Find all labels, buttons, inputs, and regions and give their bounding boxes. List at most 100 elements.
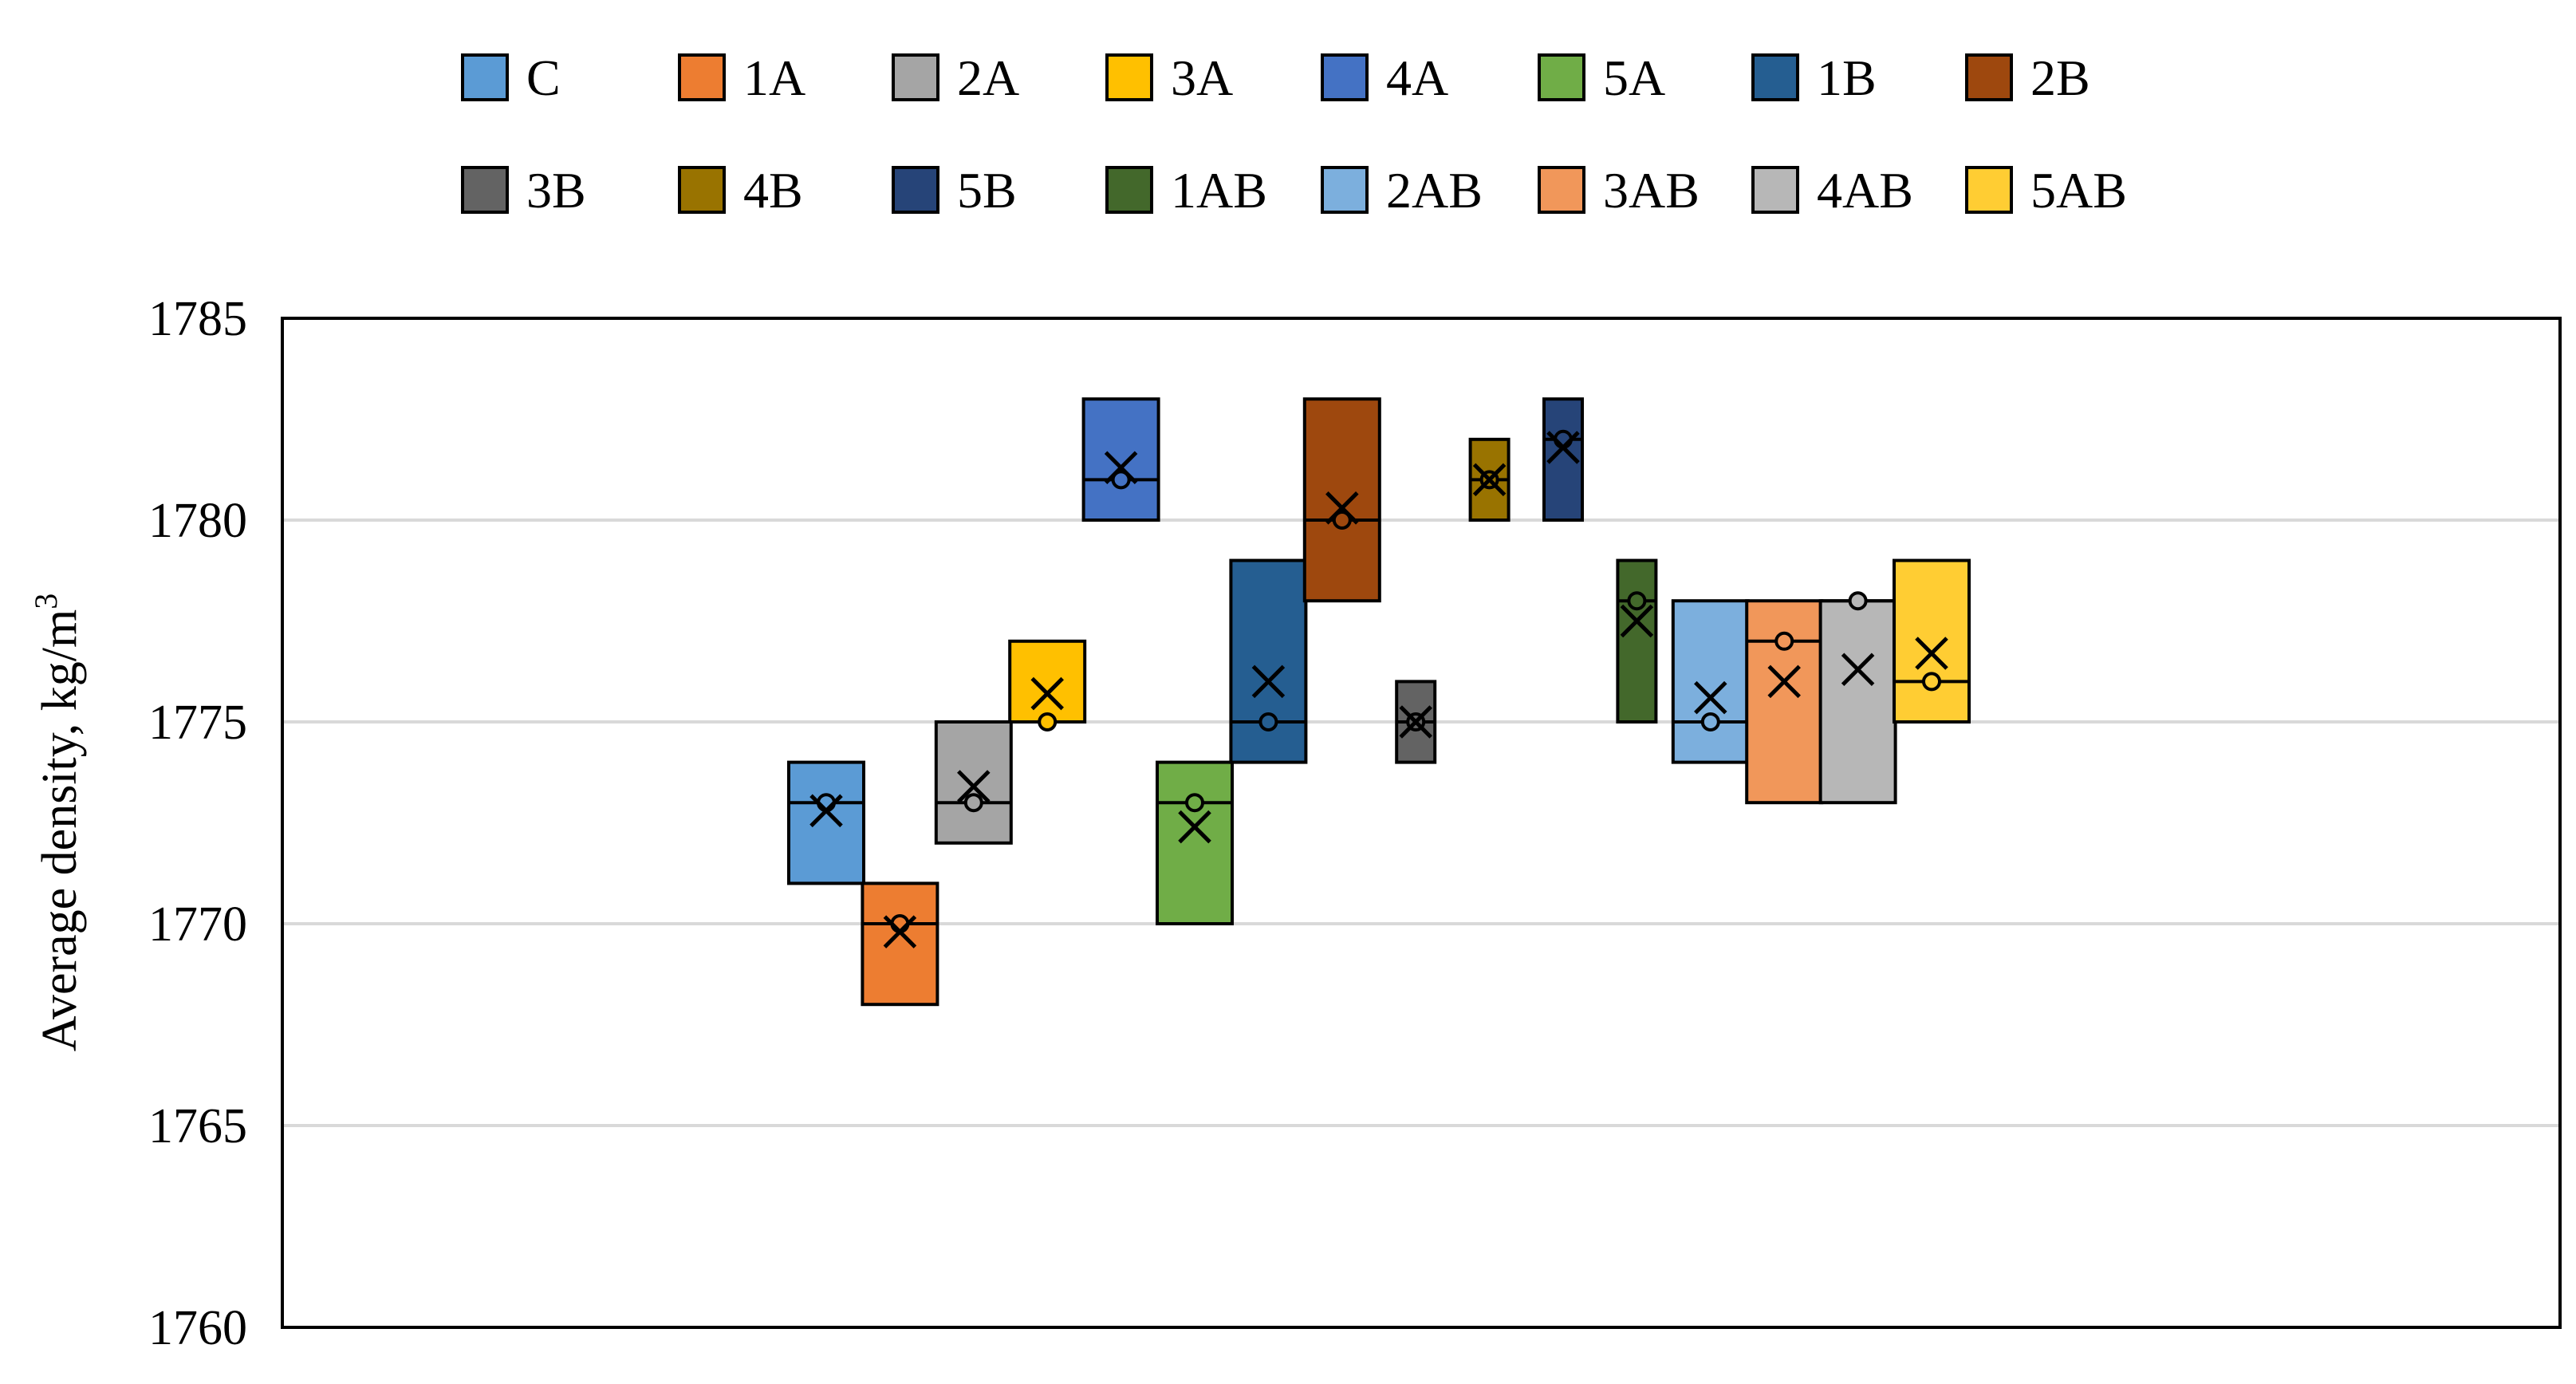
point-marker-5ab	[1922, 672, 1941, 692]
box-rect-1ab	[1616, 558, 1658, 724]
legend-label: 5B	[957, 162, 1017, 219]
legend-label: 5AB	[2030, 162, 2127, 219]
y-tick-label: 1785	[148, 292, 247, 346]
mean-marker-4ab	[1841, 653, 1875, 686]
legend: C 1A 2A 3A 4A 5A 1B 2B 3B 4B 5B 1AB 2AB 3AB 4AB 5AB	[461, 49, 2127, 219]
box-5ab	[1893, 558, 1971, 724]
box-1b	[1229, 558, 1308, 764]
point-marker-1b	[1258, 712, 1278, 731]
legend-swatch	[892, 166, 939, 214]
legend-item-5b: 5B	[892, 162, 1017, 219]
legend-swatch	[1538, 53, 1585, 101]
box-rect-5ab	[1893, 558, 1971, 724]
legend-swatch	[461, 53, 509, 101]
legend-label: 5A	[1603, 49, 1665, 106]
mean-marker-3b	[1399, 705, 1432, 739]
point-marker-2a	[963, 793, 983, 813]
mean-marker-1a	[883, 915, 917, 948]
box-rect-1b	[1229, 558, 1308, 764]
legend-swatch	[678, 166, 726, 214]
mean-marker-5ab	[1915, 637, 1948, 670]
legend-item-1a: 1A	[678, 49, 805, 106]
box-rect-3a	[1008, 639, 1087, 724]
legend-label: 1B	[1817, 49, 1877, 106]
legend-item-3ab: 3AB	[1538, 162, 1700, 219]
legend-item-2b: 2B	[1965, 49, 2090, 106]
legend-swatch	[678, 53, 726, 101]
box-3b	[1395, 680, 1437, 764]
box-c	[787, 760, 865, 885]
box-rect-4a	[1081, 397, 1160, 522]
legend-item-c: C	[461, 49, 561, 106]
legend-label: 4B	[743, 162, 803, 219]
box-rect-2ab	[1671, 599, 1750, 764]
legend-swatch	[1751, 53, 1799, 101]
y-axis-label: Average density, kg/m3	[28, 593, 87, 1051]
legend-swatch	[1105, 166, 1153, 214]
y-tick-label: 1780	[148, 494, 247, 548]
box-1ab	[1616, 558, 1658, 724]
y-axis-label-text: Average density, kg/m	[33, 609, 87, 1051]
box-4ab	[1818, 591, 1897, 805]
box-4a	[1081, 397, 1160, 522]
legend-swatch	[1965, 166, 2013, 214]
mean-marker-4a	[1104, 451, 1138, 484]
point-marker-3ab	[1774, 631, 1794, 651]
box-rect-3ab	[1745, 599, 1824, 805]
mean-marker-2ab	[1694, 680, 1727, 715]
mean-marker-c	[809, 794, 843, 828]
point-marker-3a	[1038, 712, 1058, 731]
legend-label: 2A	[957, 49, 1019, 106]
legend-item-4ab: 4AB	[1751, 162, 1913, 219]
y-tick-label: 1770	[148, 897, 247, 952]
legend-swatch	[1321, 166, 1369, 214]
mean-marker-2b	[1325, 491, 1359, 525]
box-4b	[1468, 437, 1511, 522]
legend-label: 3A	[1171, 49, 1233, 106]
point-marker-4ab	[1848, 591, 1868, 611]
legend-swatch	[892, 53, 939, 101]
boxes	[787, 397, 1971, 1007]
legend-label: 3B	[526, 162, 586, 219]
legend-label: 1A	[743, 49, 805, 106]
mean-marker-3ab	[1767, 664, 1801, 699]
legend-item-3a: 3A	[1105, 49, 1233, 106]
box-rect-c	[787, 760, 865, 885]
point-marker-5a	[1185, 793, 1204, 813]
point-marker-4a	[1111, 470, 1131, 490]
box-rect-5a	[1156, 760, 1234, 925]
y-axis-label-superscript: 3	[28, 593, 64, 609]
y-tick-label: 1775	[148, 696, 247, 750]
mean-marker-3a	[1030, 676, 1064, 711]
y-tick-label: 1765	[148, 1099, 247, 1153]
legend-swatch	[1751, 166, 1799, 214]
gridlines	[282, 519, 2560, 1127]
box-rect-1a	[861, 881, 939, 1007]
legend-label: 2AB	[1386, 162, 1483, 219]
plot-area-frame	[281, 317, 2562, 1329]
y-axis: 1760 1765 1770 1775 1780 1785	[148, 292, 247, 1355]
legend-swatch	[461, 166, 509, 214]
legend-item-4a: 4A	[1321, 49, 1448, 106]
legend-label: C	[526, 49, 561, 106]
legend-item-3b: 3B	[461, 162, 586, 219]
box-1a	[861, 881, 939, 1007]
y-tick-label: 1760	[148, 1301, 247, 1355]
legend-label: 3AB	[1603, 162, 1700, 219]
legend-item-2ab: 2AB	[1321, 162, 1483, 219]
legend-item-1b: 1B	[1751, 49, 1877, 106]
mean-marker-5a	[1178, 810, 1211, 844]
box-5b	[1542, 397, 1584, 522]
box-rect-2b	[1302, 397, 1381, 603]
mean-marker-2a	[957, 770, 991, 803]
legend-label: 4A	[1386, 49, 1448, 106]
box-3ab	[1745, 599, 1824, 805]
box-2b	[1302, 397, 1381, 603]
legend-label: 1AB	[1171, 162, 1267, 219]
legend-swatch	[1965, 53, 2013, 101]
legend-item-5ab: 5AB	[1965, 162, 2127, 219]
legend-item-1ab: 1AB	[1105, 162, 1267, 219]
point-marker-1ab	[1627, 591, 1647, 611]
